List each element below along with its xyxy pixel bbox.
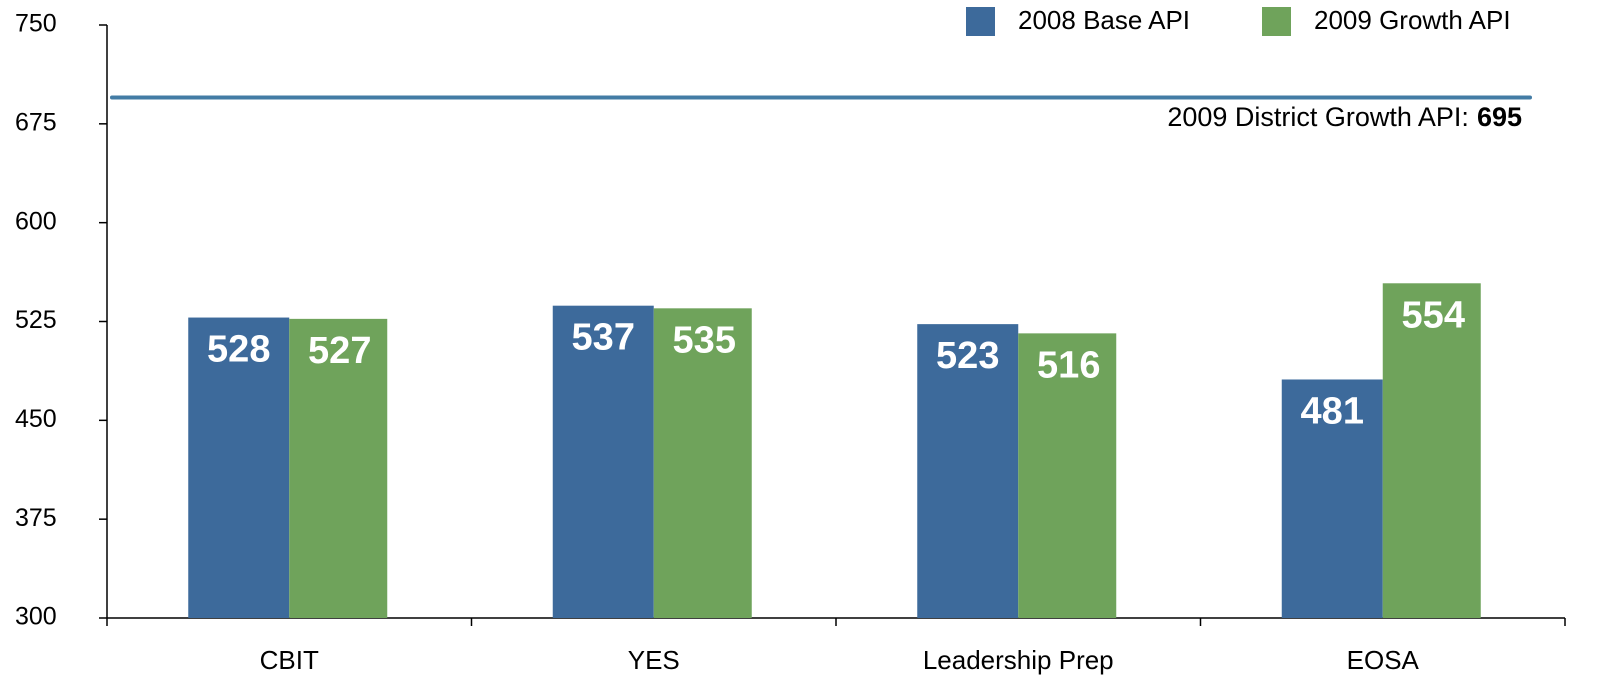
bar [1018, 333, 1117, 618]
legend-label: 2009 Growth API [1314, 5, 1511, 35]
x-tick-label: CBIT [260, 645, 319, 675]
bar [653, 308, 752, 618]
legend-swatch [966, 7, 995, 36]
y-tick-label: 375 [15, 504, 57, 532]
bar [289, 318, 388, 618]
value-label: 523 [936, 335, 999, 377]
reference-value: 695 [1477, 102, 1522, 132]
x-tick-label: YES [628, 645, 680, 675]
reference-annotation: 2009 District Growth API: 695 [1167, 102, 1522, 132]
x-tick-label: EOSA [1347, 645, 1420, 675]
x-tick-label: Leadership Prep [923, 645, 1114, 675]
bar [188, 317, 290, 618]
y-tick-label: 525 [15, 306, 57, 334]
bar [1281, 379, 1383, 618]
value-label: 516 [1037, 344, 1100, 386]
y-tick-label: 450 [15, 405, 57, 433]
value-label: 554 [1402, 294, 1465, 336]
bar [917, 324, 1019, 618]
value-label: 527 [308, 330, 371, 372]
value-label: 481 [1301, 391, 1364, 433]
y-tick-label: 600 [15, 207, 57, 235]
bar [552, 305, 654, 618]
bar [1382, 283, 1481, 618]
value-label: 535 [673, 319, 736, 361]
reference-label: 2009 District Growth API: [1167, 102, 1469, 132]
y-tick-label: 300 [15, 603, 57, 631]
y-tick-label: 675 [15, 108, 57, 136]
y-tick-label: 750 [15, 10, 57, 38]
legend-swatch [1262, 7, 1291, 36]
legend-label: 2008 Base API [1018, 5, 1190, 35]
value-label: 528 [207, 329, 270, 371]
value-label: 537 [572, 317, 635, 359]
